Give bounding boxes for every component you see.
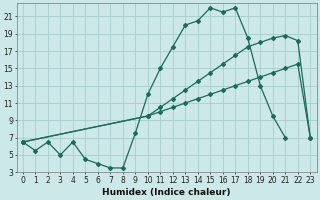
X-axis label: Humidex (Indice chaleur): Humidex (Indice chaleur) [102,188,231,197]
